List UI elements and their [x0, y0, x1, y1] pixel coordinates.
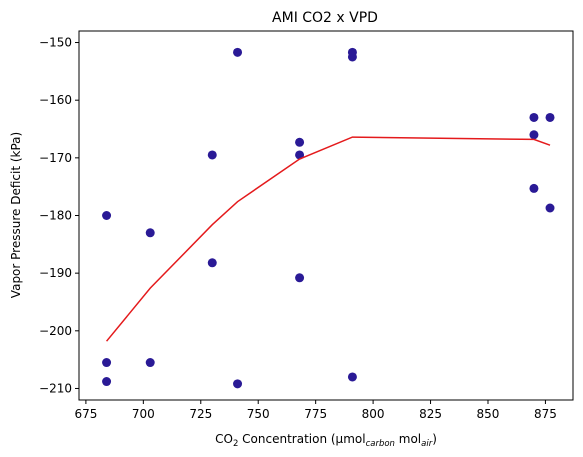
scatter-point-19 — [545, 203, 555, 213]
y-axis: −150 −160 −170 −180 −190 −200 −210 — [39, 36, 79, 395]
scatter-point-1 — [102, 358, 112, 368]
chart-title: AMI CO2 x VPD — [272, 10, 378, 26]
scatter-point-18 — [545, 112, 555, 122]
scatter-point-17 — [529, 183, 539, 193]
plot-frame — [78, 30, 574, 401]
scatter-point-2 — [102, 377, 112, 387]
x-label-end: ) — [432, 432, 437, 446]
scatter-point-10 — [295, 150, 305, 160]
y-tick-label--180: −180 — [39, 209, 72, 223]
y-tick-label--170: −170 — [39, 151, 72, 165]
scatter-point-0 — [102, 211, 112, 220]
x-tick-label-750: 750 — [247, 407, 270, 421]
y-tick-label--200: −200 — [39, 324, 72, 338]
x-tick-label-700: 700 — [132, 407, 155, 421]
trend-line — [105, 136, 551, 342]
scatter-point-4 — [145, 358, 155, 368]
x-tick-label-800: 800 — [362, 407, 385, 421]
y-tick-label--190: −190 — [39, 266, 72, 280]
scatter-point-11 — [295, 273, 305, 283]
x-label-co: CO — [215, 432, 233, 446]
scatter-point-13 — [347, 52, 357, 62]
x-tick-label-675: 675 — [74, 407, 97, 421]
scatter-point-3 — [145, 228, 155, 238]
scatter-point-6 — [207, 258, 217, 268]
scatter-point-14 — [347, 372, 357, 382]
x-tick-label-775: 775 — [304, 407, 327, 421]
x-tick-label-850: 850 — [477, 407, 500, 421]
scatter-point-7 — [233, 47, 243, 57]
plot-area — [102, 47, 555, 389]
scatter-point-16 — [529, 130, 539, 140]
x-axis-label: CO2 Concentration (μmolcarbon molair) — [215, 432, 437, 449]
y-tick-label--210: −210 — [39, 381, 72, 395]
x-label-mol: mol — [395, 432, 421, 446]
scatter-point-5 — [207, 150, 217, 160]
y-axis-label: Vapor Pressure Deficit (kPa) — [9, 132, 23, 298]
x-label-sub-air: air — [421, 439, 433, 449]
x-label-sub-carbon: carbon — [366, 439, 395, 449]
scatter-point-9 — [295, 137, 305, 147]
x-label-co-sub: 2 — [233, 439, 238, 449]
x-label-text: Concentration (μmol — [238, 432, 365, 446]
y-tick-label--160: −160 — [39, 93, 72, 107]
x-tick-label-825: 825 — [419, 407, 442, 421]
x-tick-label-725: 725 — [189, 407, 212, 421]
scatter-point-15 — [529, 112, 539, 122]
scatter-point-8 — [233, 379, 243, 389]
x-tick-label-875: 875 — [534, 407, 557, 421]
x-axis: 675 700 725 750 775 800 825 850 875 — [74, 400, 557, 421]
y-tick-label--150: −150 — [39, 36, 72, 50]
